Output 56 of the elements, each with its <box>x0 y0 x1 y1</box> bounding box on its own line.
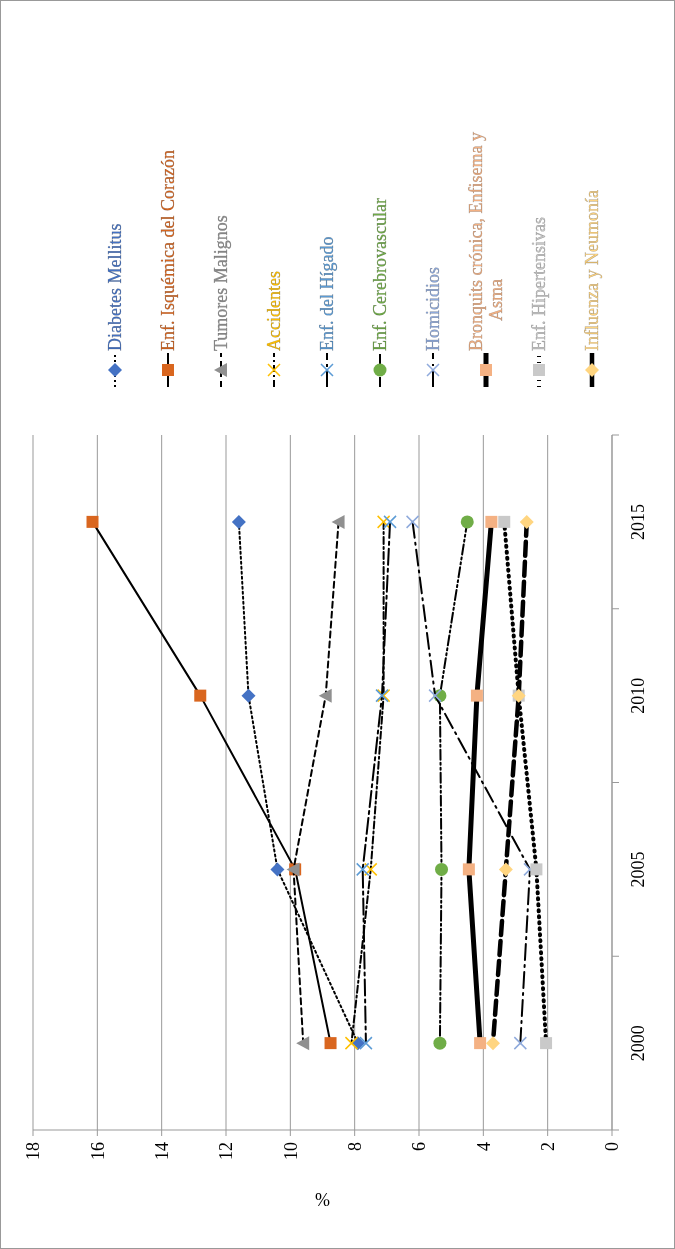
point <box>435 862 449 876</box>
y-tick-label: 2000 <box>628 1025 649 1062</box>
point <box>513 1036 528 1050</box>
x-axis-title: % <box>315 1190 330 1211</box>
point <box>318 688 332 703</box>
point <box>364 862 378 877</box>
text: Enf. Cerebrovascular <box>370 198 391 351</box>
point <box>474 1037 487 1050</box>
point <box>331 514 345 529</box>
point <box>540 1037 553 1050</box>
x-tick-label: 8 <box>344 1142 365 1151</box>
point <box>355 862 370 877</box>
text: Enf. del Hígado <box>317 236 338 351</box>
x-tick-label: 10 <box>280 1142 301 1160</box>
point <box>485 1036 500 1051</box>
point <box>231 514 246 529</box>
x-tick-label: 12 <box>216 1142 237 1160</box>
x-tick-label: 4 <box>473 1142 494 1151</box>
x-tick-label: 2 <box>537 1142 558 1151</box>
text: Homicidios <box>423 267 444 351</box>
y-tick-label: 2015 <box>628 503 649 540</box>
point <box>460 515 474 529</box>
text: Enf. Isquémica del Corazón <box>158 150 179 351</box>
point <box>485 515 498 528</box>
point <box>498 515 511 528</box>
point <box>194 689 207 702</box>
text: Enf. Hipertensivas <box>529 217 550 351</box>
y-tick-label: 2010 <box>628 677 649 714</box>
x-tick-label: 14 <box>151 1142 172 1160</box>
point <box>433 1036 447 1050</box>
text: Accidentes <box>264 271 285 351</box>
point <box>241 688 256 703</box>
point <box>324 1037 337 1050</box>
x-tick-label: 6 <box>409 1142 430 1151</box>
point <box>530 863 543 876</box>
point <box>359 1036 373 1050</box>
point <box>296 1036 310 1051</box>
text: Bronquits crónica, Enfisema y Asma <box>466 132 507 351</box>
point <box>405 515 420 529</box>
point <box>428 688 442 703</box>
y-tick-label: 2005 <box>628 851 649 888</box>
point <box>86 515 99 528</box>
point <box>470 689 483 702</box>
point <box>519 514 534 529</box>
point <box>376 515 391 529</box>
x-tick-label: 16 <box>87 1142 108 1160</box>
point <box>270 862 285 877</box>
text: Influenza y Neumonía <box>582 190 603 351</box>
x-tick-label: 18 <box>23 1142 44 1160</box>
text: Diabetes Mellitus <box>105 223 126 351</box>
point <box>344 1036 359 1050</box>
text: Tumores Malignos <box>211 215 232 351</box>
point <box>462 863 475 876</box>
point <box>383 515 397 529</box>
x-tick-label: 0 <box>602 1142 623 1151</box>
point <box>498 862 513 877</box>
